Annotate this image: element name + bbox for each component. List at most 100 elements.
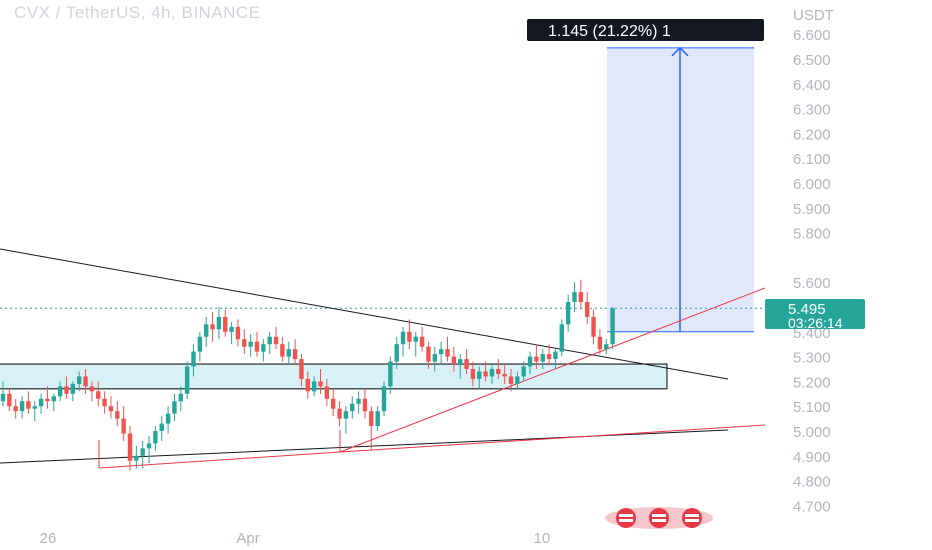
candle-up[interactable]	[32, 406, 37, 409]
candle-down[interactable]	[591, 316, 596, 337]
candle-up[interactable]	[527, 356, 533, 367]
candle-up[interactable]	[57, 386, 63, 397]
candle-up[interactable]	[70, 383, 76, 394]
candle-down[interactable]	[578, 292, 584, 303]
candle-down[interactable]	[502, 373, 507, 377]
candle-down[interactable]	[235, 326, 241, 340]
candle-down[interactable]	[13, 406, 18, 412]
candle-down[interactable]	[470, 369, 476, 379]
candle-up[interactable]	[0, 393, 6, 402]
candle-up[interactable]	[77, 376, 82, 384]
candle-up[interactable]	[146, 443, 152, 449]
candle-up[interactable]	[553, 351, 558, 360]
candle-down[interactable]	[534, 356, 539, 362]
candle-up[interactable]	[19, 401, 25, 412]
candle-down[interactable]	[210, 324, 215, 330]
candle-down[interactable]	[369, 411, 374, 427]
candle-up[interactable]	[458, 359, 463, 365]
candle-down[interactable]	[496, 369, 501, 374]
candle-up[interactable]	[375, 411, 380, 427]
candle-down[interactable]	[419, 336, 425, 347]
candle-up[interactable]	[515, 376, 520, 384]
candle-up[interactable]	[604, 344, 609, 350]
candle-up[interactable]	[172, 401, 177, 414]
candle-down[interactable]	[96, 391, 101, 399]
candle-up[interactable]	[197, 336, 203, 352]
candle-down[interactable]	[483, 371, 488, 377]
time-axis[interactable]: 26 Apr 10	[40, 530, 551, 547]
candle-up[interactable]	[159, 423, 164, 431]
candle-down[interactable]	[280, 344, 285, 357]
candle-up[interactable]	[261, 344, 266, 352]
candle-up[interactable]	[394, 344, 399, 362]
candle-down[interactable]	[508, 376, 514, 384]
candle-up[interactable]	[489, 369, 495, 377]
descending-trendline[interactable]	[0, 248, 729, 380]
candle-up[interactable]	[432, 354, 437, 362]
candle-down[interactable]	[242, 339, 247, 347]
candle-up[interactable]	[438, 349, 444, 355]
candle-down[interactable]	[292, 349, 298, 360]
candle-up[interactable]	[248, 341, 253, 347]
candle-up[interactable]	[311, 381, 317, 392]
candle-up[interactable]	[565, 302, 571, 325]
candle-down[interactable]	[426, 346, 431, 362]
candle-down[interactable]	[299, 359, 304, 379]
candle-up[interactable]	[267, 336, 272, 345]
candle-down[interactable]	[324, 386, 330, 399]
support-zone-box[interactable]	[0, 363, 668, 390]
candle-down[interactable]	[254, 341, 260, 352]
candle-up[interactable]	[356, 398, 361, 404]
candle-down[interactable]	[108, 406, 114, 412]
candle-up[interactable]	[191, 351, 196, 367]
candle-up[interactable]	[51, 396, 56, 402]
candle-down[interactable]	[464, 359, 469, 369]
candle-up[interactable]	[381, 386, 387, 412]
candle-up[interactable]	[343, 411, 349, 419]
candle-up[interactable]	[134, 455, 139, 461]
base-trendline[interactable]	[0, 429, 729, 464]
lower-red-trendline[interactable]	[339, 424, 766, 453]
candle-down[interactable]	[7, 393, 12, 407]
candle-down[interactable]	[445, 349, 450, 357]
candle-down[interactable]	[407, 331, 412, 342]
candle-down[interactable]	[83, 376, 88, 387]
candle-up[interactable]	[140, 448, 145, 456]
candle-down[interactable]	[64, 386, 69, 394]
candle-down[interactable]	[451, 356, 457, 365]
candle-down[interactable]	[273, 336, 279, 345]
candle-up[interactable]	[388, 361, 393, 387]
candle-up[interactable]	[350, 403, 355, 412]
candle-up[interactable]	[286, 349, 291, 357]
candle-up[interactable]	[216, 316, 222, 330]
candle-up[interactable]	[153, 431, 158, 444]
candle-up[interactable]	[204, 324, 209, 337]
candle-down[interactable]	[585, 302, 590, 317]
candle-up[interactable]	[559, 324, 564, 352]
rising-support-line-2[interactable]	[98, 451, 341, 469]
candle-up[interactable]	[184, 366, 190, 394]
candle-up[interactable]	[38, 398, 44, 407]
rising-support-line-1[interactable]	[339, 287, 766, 453]
candle-down[interactable]	[362, 398, 368, 412]
candle-down[interactable]	[26, 401, 31, 409]
candle-up[interactable]	[229, 326, 234, 332]
candle-down[interactable]	[305, 378, 310, 392]
candle-up[interactable]	[572, 292, 577, 303]
candle-down[interactable]	[102, 398, 107, 407]
candle-down[interactable]	[337, 408, 342, 419]
candle-up[interactable]	[413, 336, 418, 342]
candle-down[interactable]	[331, 398, 336, 409]
candle-up[interactable]	[165, 413, 171, 424]
candle-up[interactable]	[400, 331, 406, 345]
candle-up[interactable]	[477, 371, 482, 379]
candle-down[interactable]	[127, 433, 133, 461]
candle-down[interactable]	[223, 316, 228, 332]
candle-down[interactable]	[318, 381, 323, 387]
candle-down[interactable]	[89, 386, 95, 392]
candle-up[interactable]	[540, 354, 545, 362]
candle-down[interactable]	[121, 418, 126, 434]
candle-up[interactable]	[610, 308, 615, 345]
candle-down[interactable]	[546, 354, 552, 360]
